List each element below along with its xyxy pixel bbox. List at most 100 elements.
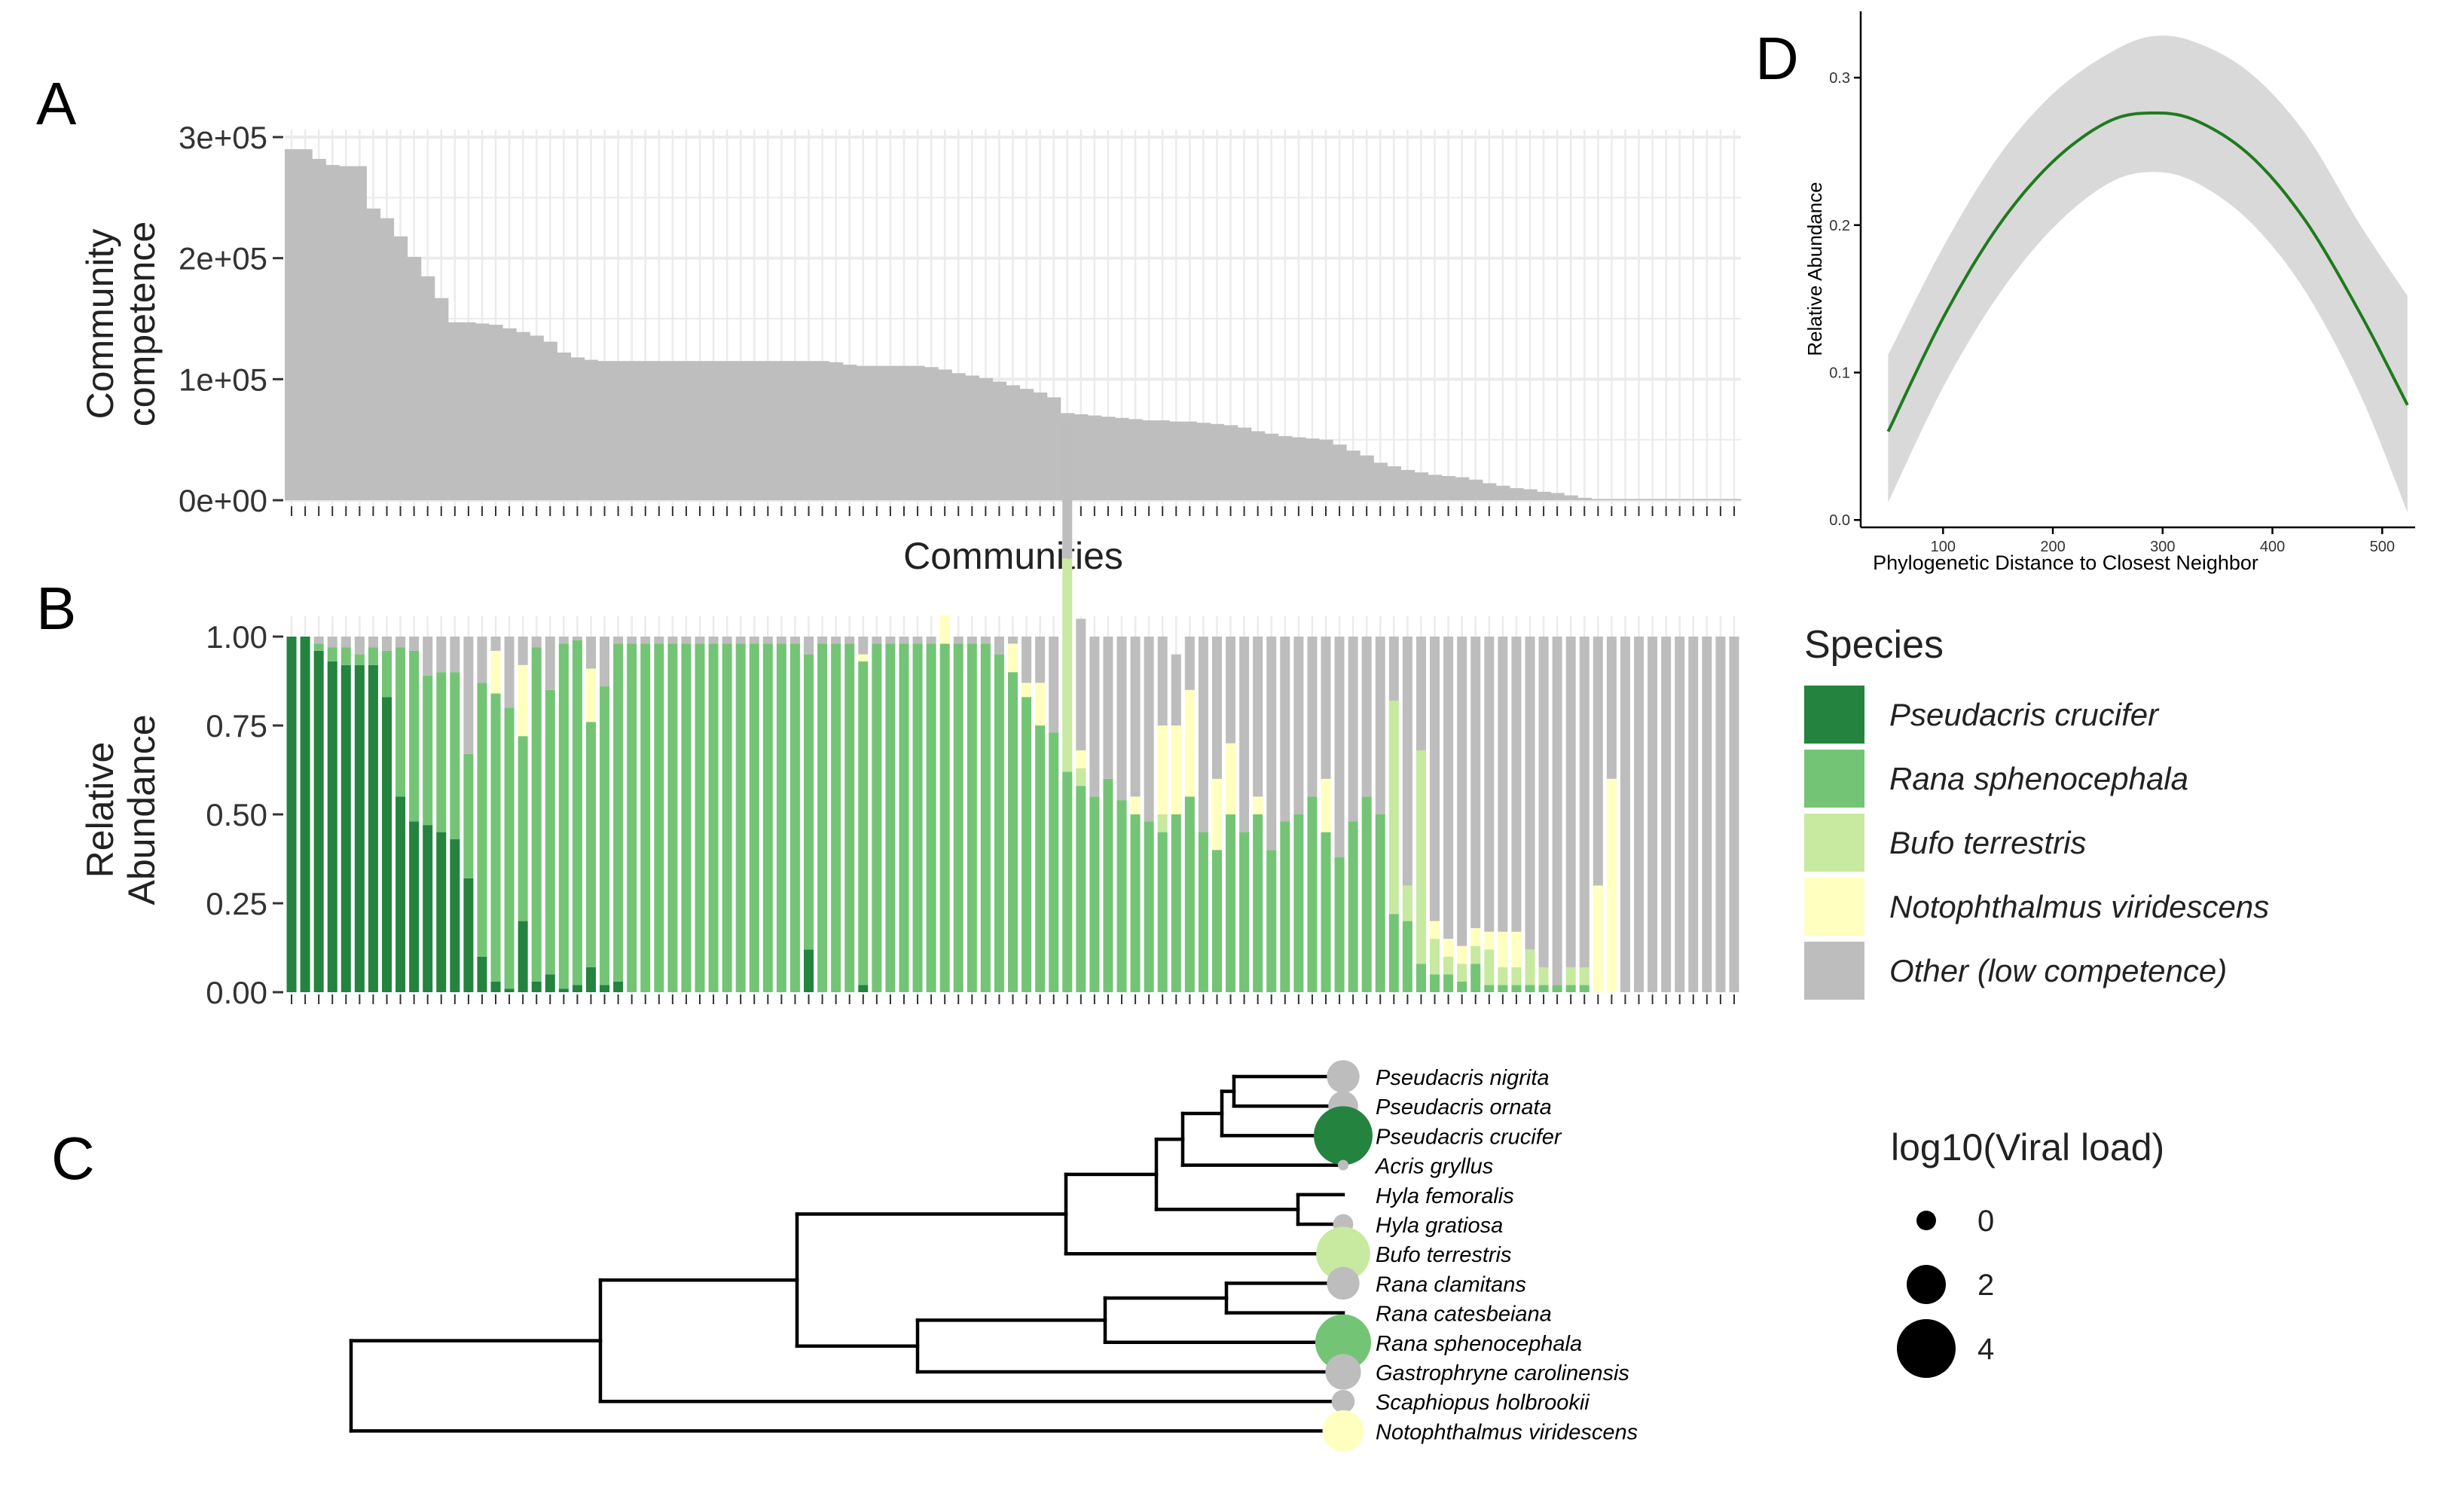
panel-c: Pseudacris nigrita Pseudacris ornata Pseud… <box>349 1060 2164 1452</box>
abundance-segment <box>1226 637 1236 744</box>
competence-bar <box>543 341 557 500</box>
abundance-segment <box>1648 637 1658 992</box>
x-tick-label: 200 <box>2040 539 2065 555</box>
abundance-segment <box>695 637 705 644</box>
abundance-segment <box>681 643 692 992</box>
tip-label: Scaphiopus holbrookii <box>1376 1391 1590 1415</box>
competence-bar <box>979 377 994 500</box>
panel-d: 0.0 0.1 0.2 0.3 100 200 300 400 500 Phylogenetic… <box>1803 11 2415 574</box>
abundance-segment <box>858 985 869 992</box>
abundance-segment <box>953 643 964 992</box>
abundance-segment <box>1253 814 1263 992</box>
competence-bar <box>1713 499 1728 500</box>
competence-bar <box>1073 414 1089 500</box>
abundance-segment <box>1035 683 1046 725</box>
abundance-segment <box>300 637 310 992</box>
abundance-segment <box>1484 931 1495 950</box>
tip-point <box>1331 1389 1355 1413</box>
competence-bar <box>1183 421 1197 500</box>
abundance-segment <box>558 637 569 644</box>
panel-a-x-ticks <box>291 506 1735 516</box>
competence-bar <box>747 361 762 500</box>
competence-bar <box>1278 435 1293 500</box>
panel-b: 0.00 0.25 0.50 0.75 1.00 Relative Abundance <box>79 423 1741 1010</box>
abundance-segment <box>600 637 610 687</box>
competence-bar <box>1455 477 1470 500</box>
abundance-segment <box>1415 964 1426 992</box>
competence-bar <box>720 361 734 500</box>
abundance-segment <box>1103 778 1113 992</box>
panel-a-y-ticks: 0e+00 1e+05 2e+05 3e+05 <box>179 120 283 518</box>
abundance-segment <box>844 643 855 992</box>
abundance-segment <box>450 672 460 840</box>
abundance-segment <box>1211 778 1222 851</box>
competence-bar <box>842 365 857 500</box>
competence-bar <box>1522 489 1538 500</box>
competence-bar <box>815 361 830 500</box>
abundance-segment <box>1062 558 1073 772</box>
y-tick-label: 3e+05 <box>179 120 267 155</box>
competence-bar <box>502 328 517 500</box>
abundance-segment <box>572 637 582 640</box>
abundance-segment <box>1729 637 1739 992</box>
competence-bar <box>434 298 449 500</box>
abundance-segment <box>1171 814 1181 992</box>
competence-bar <box>1210 423 1225 500</box>
competence-bar <box>869 365 884 500</box>
competence-bar <box>570 357 585 500</box>
size-legend-point <box>1907 1265 1946 1304</box>
competence-bar <box>1142 420 1156 500</box>
y-tick-label: 0.1 <box>1829 365 1850 382</box>
abundance-segment <box>572 640 582 985</box>
abundance-segment <box>1661 637 1672 992</box>
abundance-segment <box>1375 814 1385 992</box>
abundance-segment <box>1062 771 1073 992</box>
abundance-segment <box>1552 637 1562 985</box>
abundance-segment <box>531 637 542 648</box>
y-tick-label: 1.00 <box>206 619 267 655</box>
abundance-segment <box>1443 956 1454 975</box>
abundance-segment <box>640 637 651 644</box>
abundance-segment <box>531 981 542 992</box>
abundance-segment <box>1593 637 1603 886</box>
y-tick-label: 0.25 <box>206 886 267 921</box>
abundance-segment <box>585 967 596 992</box>
abundance-segment <box>1321 778 1331 832</box>
abundance-segment <box>313 637 324 644</box>
abundance-segment <box>627 637 637 644</box>
abundance-segment <box>1565 985 1576 992</box>
abundance-segment <box>585 637 596 669</box>
abundance-segment <box>749 637 759 644</box>
tip-label: Bufo terrestris <box>1376 1243 1512 1267</box>
abundance-segment <box>1415 750 1426 964</box>
competence-bar <box>829 362 844 500</box>
competence-bar <box>1387 466 1401 500</box>
competence-bar <box>380 218 395 500</box>
abundance-segment <box>926 637 936 644</box>
abundance-segment <box>1702 637 1712 992</box>
abundance-segment <box>1293 637 1304 814</box>
abundance-segment <box>1457 637 1467 946</box>
abundance-segment <box>463 637 474 754</box>
abundance-segment <box>1565 637 1576 967</box>
abundance-segment <box>667 643 678 992</box>
abundance-segment <box>1415 637 1426 751</box>
abundance-segment <box>423 825 433 992</box>
fit-curve <box>1886 111 2409 432</box>
abundance-segment <box>899 643 909 992</box>
abundance-segment <box>1076 786 1086 992</box>
tip-point <box>1322 1410 1364 1452</box>
competence-bar <box>475 323 490 500</box>
abundance-segment <box>1076 768 1086 787</box>
tip-point <box>1338 1159 1348 1171</box>
abundance-segment <box>681 637 692 644</box>
size-legend: 0 2 4 <box>1897 1205 1994 1378</box>
abundance-segment <box>1130 796 1141 814</box>
competence-bar <box>734 361 748 500</box>
x-tick-label: 100 <box>1931 539 1956 555</box>
abundance-segment <box>1226 814 1236 992</box>
abundance-segment <box>1579 637 1590 967</box>
abundance-segment <box>381 637 392 651</box>
competence-bar <box>1360 455 1374 500</box>
abundance-segment <box>817 643 828 992</box>
